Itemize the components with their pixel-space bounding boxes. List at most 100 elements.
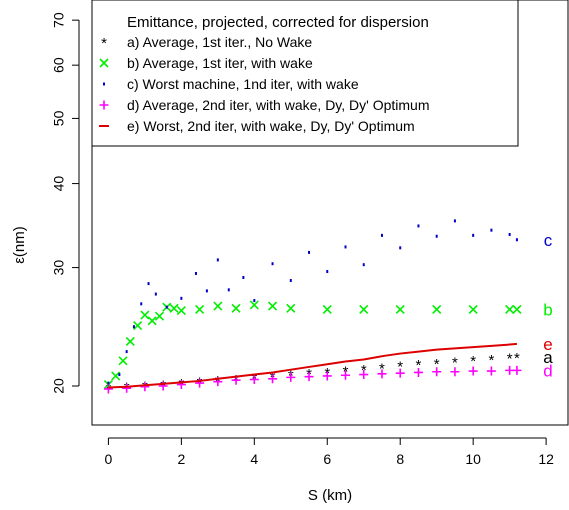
legend-entry: a) Average, 1st iter., No Wake (127, 34, 312, 50)
data-point (132, 325, 135, 329)
data-point (468, 304, 478, 314)
data-point (435, 234, 438, 238)
data-point (395, 304, 405, 314)
x-tick-label: 12 (538, 451, 554, 467)
legend: Emittance, projected, corrected for disp… (91, 0, 519, 147)
series-line (108, 342, 518, 389)
series-e: e (108, 335, 553, 389)
data-point (359, 370, 369, 380)
data-point (147, 316, 157, 326)
data-point (322, 371, 332, 381)
data-point (213, 301, 223, 311)
data-point (468, 366, 478, 376)
data-point: * (416, 357, 422, 374)
data-point (103, 384, 113, 394)
data-point (195, 304, 205, 314)
series-end-label: c (544, 231, 553, 250)
data-point (125, 350, 128, 354)
data-point (505, 304, 515, 314)
y-tick-label: 30 (51, 260, 67, 276)
x-tick-label: 0 (105, 451, 113, 467)
data-point (413, 367, 423, 377)
data-point (515, 238, 518, 242)
data-point (118, 373, 121, 377)
data-point: * (452, 355, 458, 372)
data-point (165, 305, 168, 309)
data-point (289, 279, 292, 283)
y-tick-label: 60 (51, 57, 67, 73)
data-point (140, 382, 150, 392)
data-point (194, 271, 197, 275)
legend-entry: b) Average, 1st iter, with wake (127, 55, 313, 71)
legend-entry: c) Worst machine, 1nd iter, with wake (127, 76, 359, 92)
data-point (322, 304, 332, 314)
data-point (205, 289, 208, 293)
data-point (417, 224, 420, 228)
data-marks: * * * * * * * * * * * * * * * * * * * * * * * * a b c de (103, 219, 553, 398)
y-tick-label: 40 (51, 176, 67, 192)
x-tick-label: 2 (177, 451, 185, 467)
series-a: * * * * * * * * * * * * * * * * * * * * * * * * a (105, 348, 553, 398)
data-point (227, 288, 230, 292)
data-point (147, 282, 150, 286)
data-point (380, 233, 383, 237)
y-tick-label: 50 (51, 110, 67, 126)
data-point (512, 304, 522, 314)
series-end-label: b (543, 300, 552, 319)
data-point (286, 372, 296, 382)
data-point (267, 301, 278, 311)
data-point (180, 296, 183, 300)
data-point (432, 367, 442, 377)
x-tick-label: 10 (465, 451, 481, 467)
series-c: c (107, 219, 553, 385)
legend-marker (99, 100, 109, 110)
data-point: * (397, 359, 403, 376)
data-point: * (379, 361, 385, 378)
data-point (118, 356, 128, 366)
legend-title: Emittance, projected, corrected for disp… (127, 14, 429, 31)
data-point (399, 246, 402, 250)
data-point (450, 367, 460, 377)
data-point (432, 304, 442, 314)
data-point (395, 368, 405, 378)
data-point (304, 372, 314, 382)
x-tick-label: 8 (396, 451, 404, 467)
data-point (242, 275, 245, 279)
plot-frame (91, 0, 569, 426)
axes: 0 2 4 6 8 10 12 20 30 40 50 60 70 (51, 12, 554, 467)
data-point (122, 383, 132, 393)
data-point (107, 381, 110, 385)
series-end-label: e (543, 335, 552, 354)
legend-marker (99, 58, 109, 68)
legend-marker: * (101, 35, 107, 52)
y-tick-label: 70 (51, 12, 67, 28)
legend-entry: d) Average, 2nd iter, with wake, Dy, Dy'… (127, 97, 430, 113)
data-point (377, 369, 387, 379)
data-point: * (507, 351, 513, 368)
legend-entry: e) Worst, 2nd iter, with wake, Dy, Dy' O… (127, 118, 415, 134)
data-point (216, 258, 219, 262)
data-point (231, 303, 241, 313)
legend-marker (103, 82, 105, 86)
data-point (308, 250, 311, 254)
data-point (508, 232, 511, 236)
data-point: * (514, 350, 520, 367)
data-point (472, 233, 475, 237)
data-point (286, 303, 296, 313)
data-point (253, 299, 256, 303)
data-point (154, 292, 157, 296)
data-point (362, 263, 365, 267)
x-tick-label: 6 (323, 451, 331, 467)
data-point: * (470, 353, 476, 370)
data-point (512, 365, 522, 375)
data-point (271, 262, 274, 266)
series-end-label: d (543, 361, 552, 380)
data-point (140, 310, 150, 320)
data-point (140, 302, 143, 306)
data-point (490, 228, 493, 232)
data-point (326, 270, 329, 274)
data-point (249, 300, 259, 310)
data-point (359, 304, 369, 314)
data-point (344, 245, 347, 249)
